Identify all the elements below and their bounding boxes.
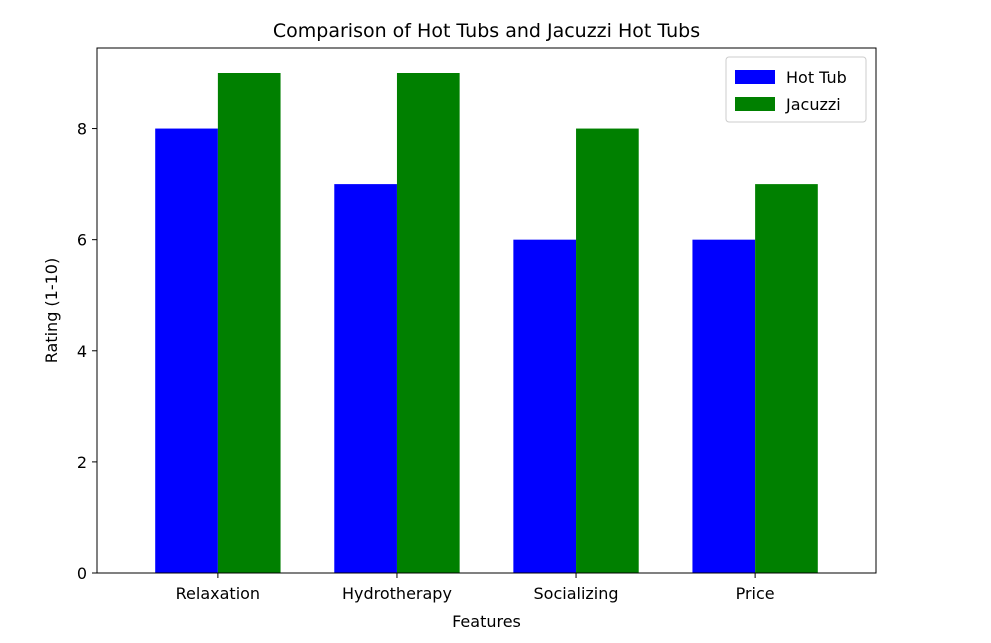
- x-tick-label: Hydrotherapy: [342, 584, 452, 603]
- x-axis-label: Features: [452, 612, 521, 631]
- y-tick-label: 0: [77, 564, 87, 583]
- chart-title: Comparison of Hot Tubs and Jacuzzi Hot T…: [273, 20, 700, 42]
- y-axis-label: Rating (1-10): [42, 258, 61, 363]
- y-tick-label: 8: [77, 120, 87, 139]
- y-tick-label: 6: [77, 231, 87, 250]
- bar-jacuzzi-hydrotherapy: [396, 73, 460, 573]
- bars: [155, 73, 818, 574]
- y-tick-label: 4: [77, 342, 87, 361]
- bar-jacuzzi-relaxation: [217, 73, 281, 573]
- y-tick-label: 2: [77, 453, 87, 472]
- bar-jacuzzi-socializing: [576, 128, 639, 574]
- legend-label: Hot Tub: [786, 68, 847, 87]
- legend-label: Jacuzzi: [785, 95, 841, 114]
- bar-hot-tub-hydrotherapy: [334, 184, 397, 573]
- legend-swatch: [735, 97, 775, 111]
- bar-hot-tub-socializing: [513, 239, 577, 573]
- plot-frame: [96, 47, 877, 574]
- bar-hot-tub-relaxation: [155, 128, 218, 574]
- x-tick-label: Price: [736, 584, 775, 603]
- x-tick-label: Relaxation: [176, 584, 260, 603]
- bar-hot-tub-price: [692, 239, 756, 573]
- bar-jacuzzi-price: [755, 184, 818, 573]
- x-tick-label: Socializing: [534, 584, 619, 603]
- legend-swatch: [735, 70, 775, 84]
- axes: 0 2 4 6 8 Relaxation Hydrotherapy Socializing Pr…: [77, 47, 877, 603]
- legend: Hot Tub Jacuzzi: [725, 56, 867, 123]
